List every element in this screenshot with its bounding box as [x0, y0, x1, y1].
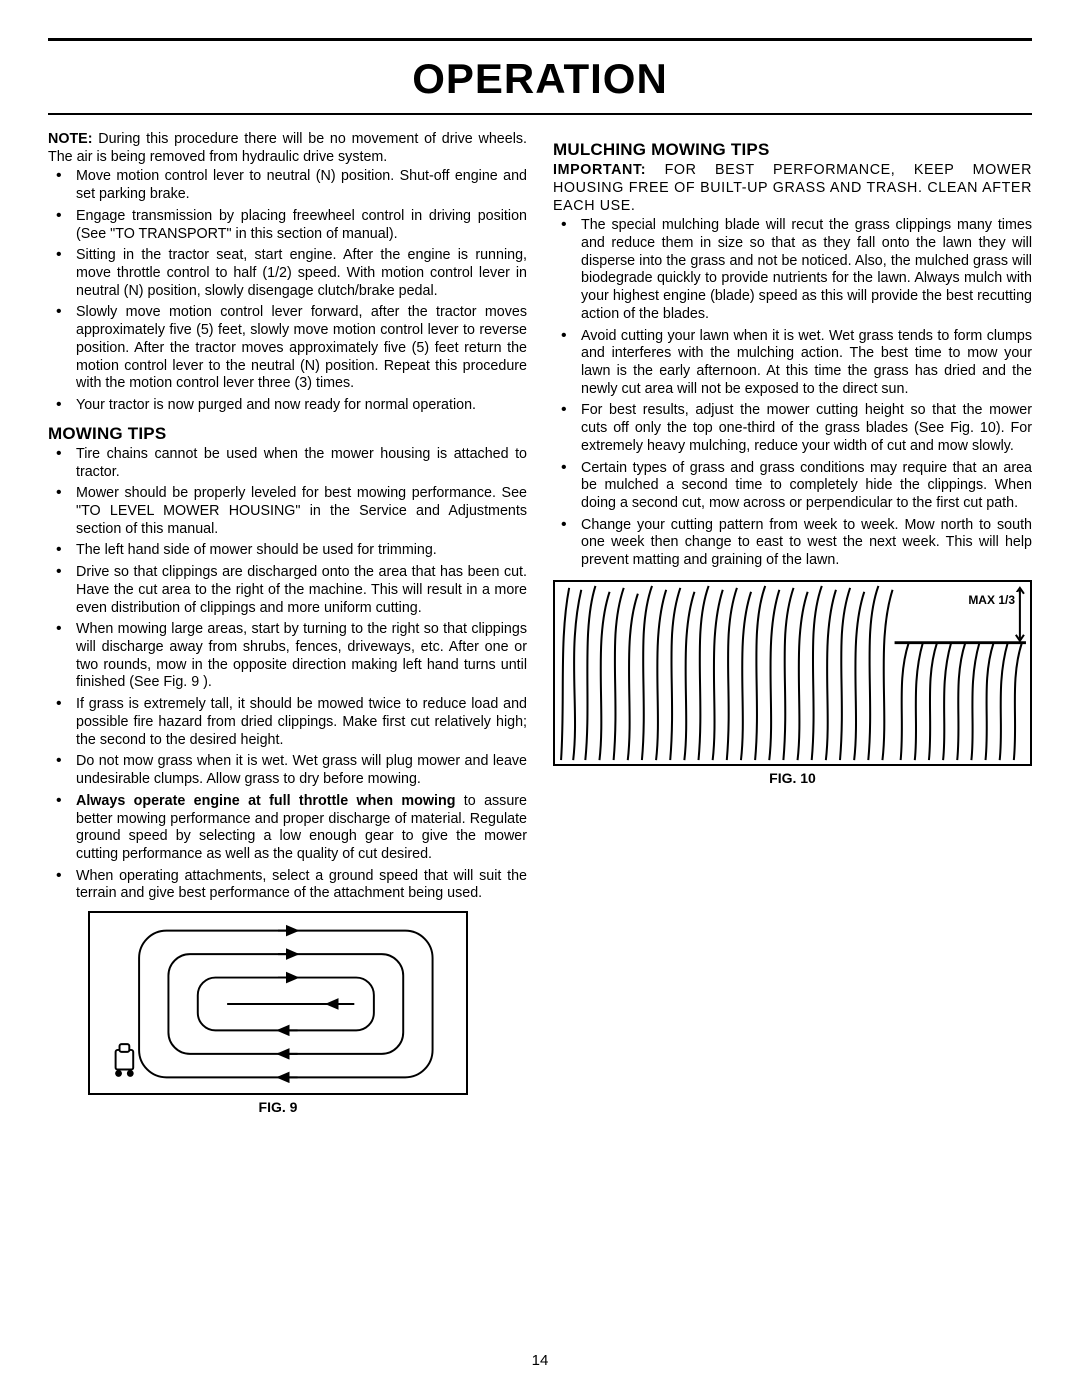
list-item: If grass is extremely tall, it should be…	[48, 696, 527, 749]
note-paragraph: NOTE: During this procedure there will b…	[48, 131, 527, 166]
list-item: Mower should be properly leveled for bes…	[48, 485, 527, 538]
mowing-pattern-icon	[90, 913, 466, 1093]
top-rule	[48, 38, 1032, 41]
list-item: The special mulching blade will recut th…	[553, 217, 1032, 323]
mulching-list: The special mulching blade will recut th…	[553, 217, 1032, 570]
figure-10: MAX 1/3	[553, 580, 1032, 766]
list-item: Drive so that clippings are discharged o…	[48, 564, 527, 617]
list-item: When mowing large areas, start by turnin…	[48, 621, 527, 692]
mulching-heading: MULCHING MOWING TIPS	[553, 139, 1032, 160]
list-item: The left hand side of mower should be us…	[48, 542, 527, 560]
list-item: Move motion control lever to neutral (N)…	[48, 168, 527, 203]
title-underline	[48, 113, 1032, 115]
figure-10-caption: FIG. 10	[553, 770, 1032, 787]
list-item: Do not mow grass when it is wet. Wet gra…	[48, 753, 527, 788]
mowing-tips-heading: MOWING TIPS	[48, 423, 527, 444]
two-column-layout: NOTE: During this procedure there will b…	[48, 131, 1032, 1116]
list-item: Slowly move motion control lever forward…	[48, 304, 527, 393]
right-column: MULCHING MOWING TIPS IMPORTANT: FOR BEST…	[553, 131, 1032, 1116]
figure-9-caption: FIG. 9	[88, 1099, 468, 1116]
important-paragraph: IMPORTANT: FOR BEST PERFORMANCE, KEEP MO…	[553, 162, 1032, 215]
page-title: OPERATION	[48, 55, 1032, 103]
list-item: Engage transmission by placing freewheel…	[48, 208, 527, 243]
list-item: Sitting in the tractor seat, start engin…	[48, 247, 527, 300]
note-text: During this procedure there will be no m…	[48, 131, 527, 165]
grass-cut-icon	[555, 582, 1030, 764]
list-item: Change your cutting pattern from week to…	[553, 517, 1032, 570]
important-label: IMPORTANT:	[553, 162, 646, 178]
mowing-tips-list: Tire chains cannot be used when the mowe…	[48, 446, 527, 903]
list-item: Your tractor is now purged and now ready…	[48, 397, 527, 415]
list-item: Tire chains cannot be used when the mowe…	[48, 446, 527, 481]
bold-lead: Always operate engine at full throttle w…	[76, 793, 455, 809]
left-column: NOTE: During this procedure there will b…	[48, 131, 527, 1116]
list-item: Certain types of grass and grass conditi…	[553, 460, 1032, 513]
page-number: 14	[532, 1352, 549, 1369]
note-label: NOTE:	[48, 131, 92, 147]
list-item: For best results, adjust the mower cutti…	[553, 402, 1032, 455]
max-one-third-label: MAX 1/3	[965, 592, 1018, 609]
figure-9	[88, 911, 468, 1095]
list-item: Always operate engine at full throttle w…	[48, 793, 527, 864]
list-item: Avoid cutting your lawn when it is wet. …	[553, 328, 1032, 399]
purge-list: Move motion control lever to neutral (N)…	[48, 168, 527, 414]
list-item: When operating attachments, select a gro…	[48, 868, 527, 903]
